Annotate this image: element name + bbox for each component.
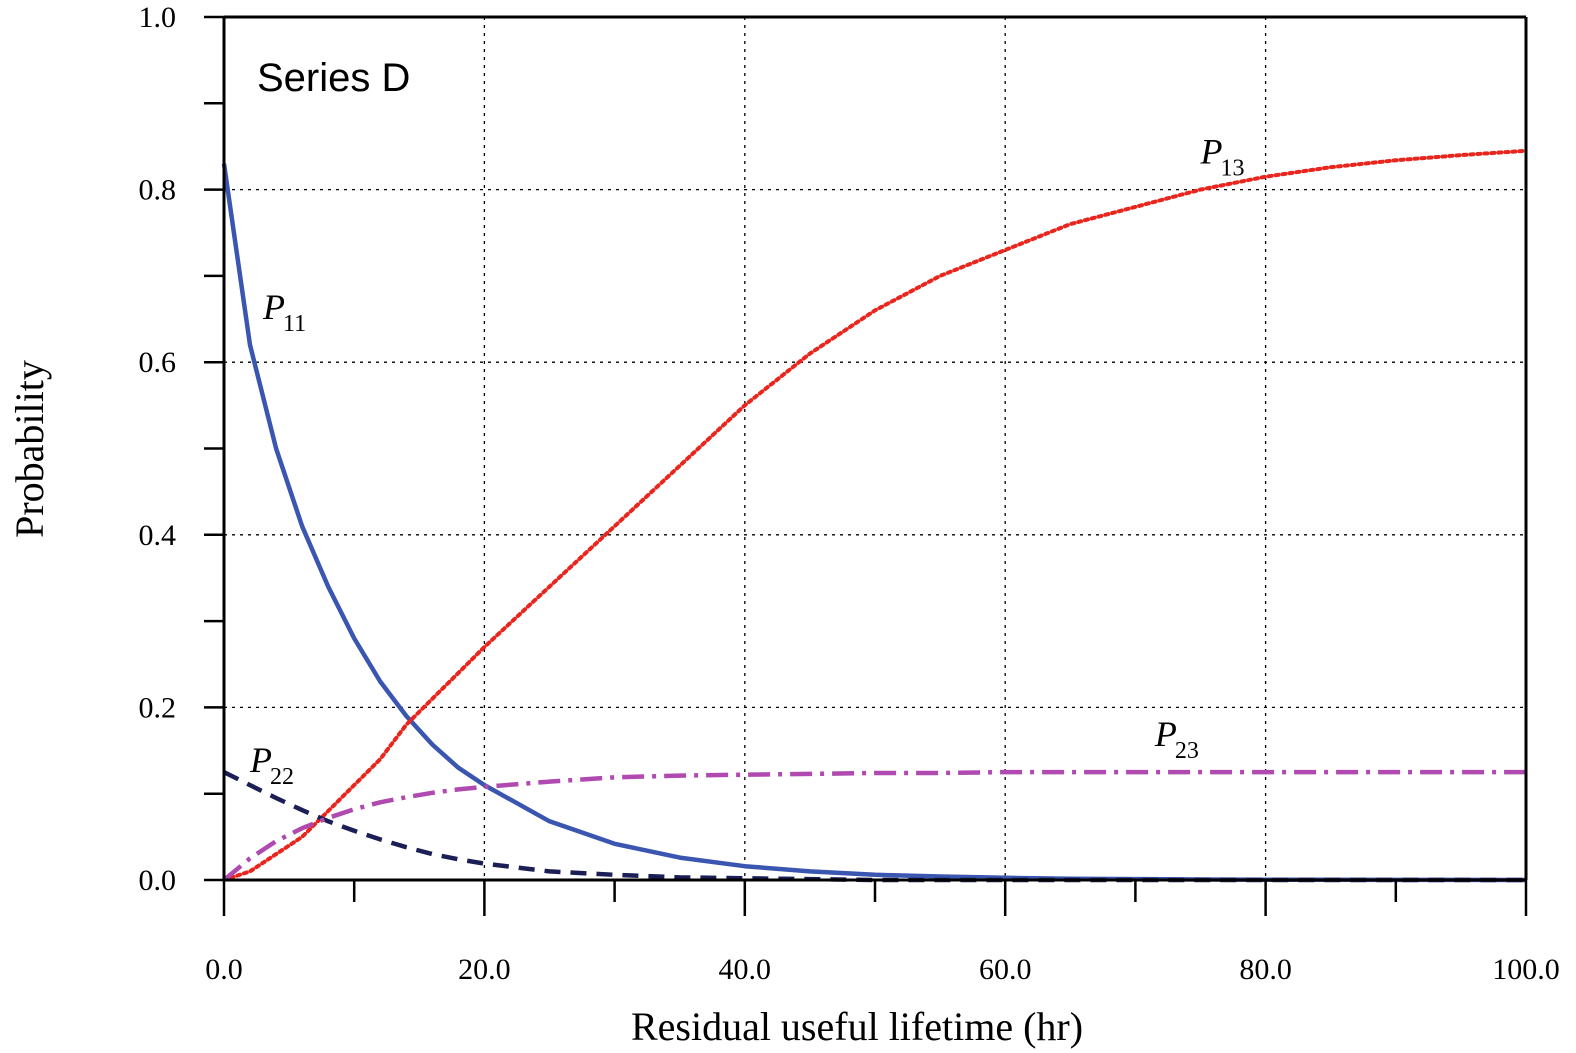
x-tick-label: 0.0	[205, 953, 243, 986]
series-line-p23	[222, 769, 1526, 882]
series-label-subscript: 11	[283, 311, 306, 337]
series-label-subscript: 22	[270, 764, 294, 790]
axes: 0.0 20.0 40.0 60.0 80.0 100.0 0.0 0.2 0.4 0.6 0.8 1…	[139, 1, 1560, 986]
series-line-p22	[222, 770, 1526, 883]
x-axis-title: Residual useful lifetime (hr)	[631, 1004, 1083, 1049]
series-lines	[221, 148, 1528, 883]
series-label-p11: P11	[262, 287, 306, 337]
series-labels: P11 P13 P22 P23	[249, 132, 1244, 790]
y-tick-label: 0.2	[139, 691, 177, 724]
grid-lines	[224, 17, 1526, 880]
series-label-p22: P22	[249, 740, 294, 790]
series-label-p13: P13	[1200, 132, 1245, 182]
x-tick-label: 80.0	[1239, 953, 1292, 986]
y-tick-label: 0.8	[139, 174, 177, 207]
x-tick-label: 40.0	[719, 953, 772, 986]
x-tick-label: 20.0	[458, 953, 511, 986]
y-tick-label: 0.4	[139, 519, 177, 552]
series-label-subscript: 13	[1221, 156, 1245, 182]
series-line-p13	[222, 148, 1528, 882]
series-label-p23: P23	[1154, 714, 1199, 764]
y-tick-label: 0.6	[139, 346, 177, 379]
x-tick-label: 60.0	[979, 953, 1032, 986]
y-axis-title: Probability	[7, 360, 52, 538]
series-label-subscript: 23	[1175, 738, 1199, 764]
y-tick-label: 0.0	[139, 864, 177, 897]
chart-title: Series D	[257, 56, 410, 100]
x-tick-label: 100.0	[1492, 953, 1560, 986]
y-tick-label: 1.0	[139, 1, 177, 34]
